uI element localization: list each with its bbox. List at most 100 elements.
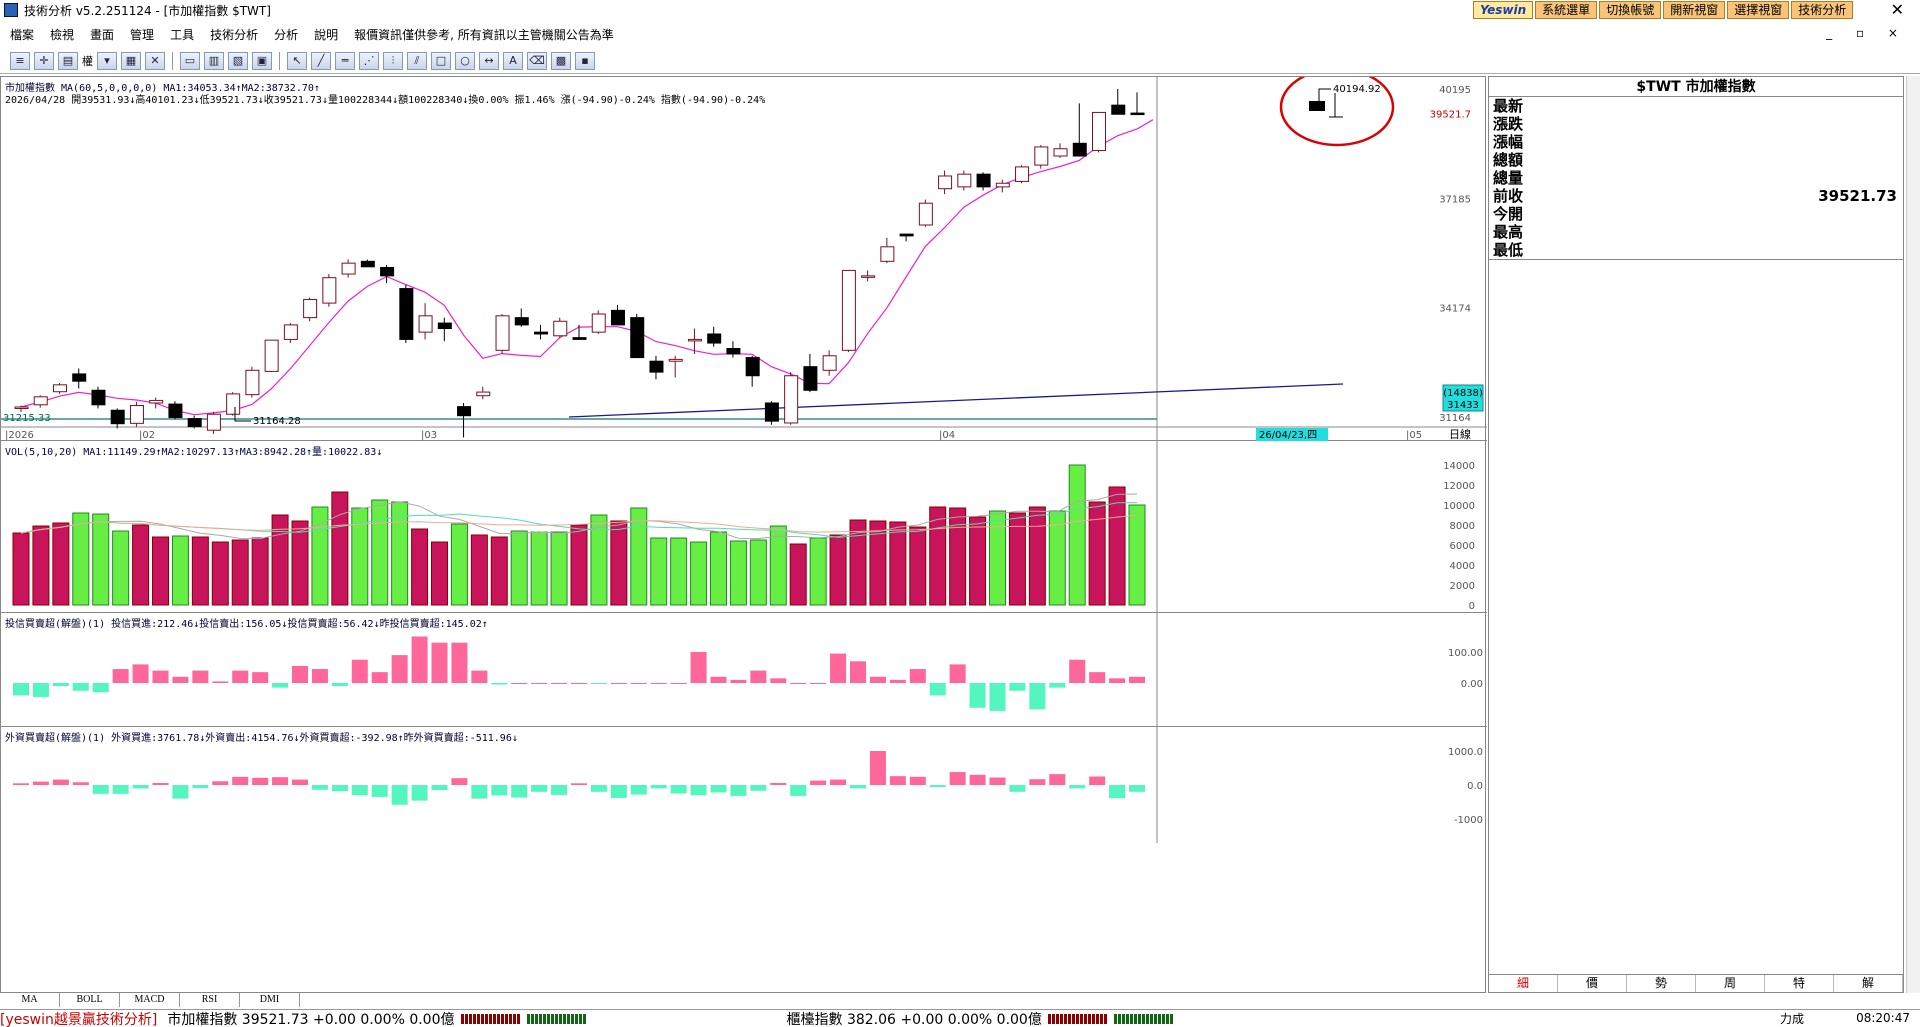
menu-file[interactable]: 檔案 [10,27,35,42]
indicator-bar [471,785,488,799]
save-icon[interactable]: ▪ [575,51,595,70]
toolbar-separator [172,51,173,70]
technical-analysis-button[interactable]: 技術分析 [1791,1,1854,19]
period-label: 日線 [1449,427,1471,441]
window-icon[interactable]: ▣ [252,51,272,70]
menu-analysis[interactable]: 分析 [274,27,299,42]
menu-manage[interactable]: 管理 [130,27,155,42]
candle-body [245,369,260,396]
draw-cursor-icon[interactable]: ↖ [287,51,307,70]
vol-tick-label: 14000 [1443,461,1475,472]
vertical-scrollbar[interactable] [1906,76,1920,993]
volume-pane[interactable]: 14000 12000 10000 8000 6000 4000 2000 0 VOL(5,1… [1,441,1487,613]
text-icon[interactable]: A [503,51,523,70]
indicator-bar [590,785,607,792]
indicator-bar [1009,785,1026,792]
menu-technical[interactable]: 技術分析 [210,27,259,42]
tab-ma[interactable]: MA [0,993,60,1007]
arrow-icon[interactable]: ↔ [479,51,499,70]
tab-price[interactable]: 價 [1558,975,1627,992]
price-pane[interactable]: 40195 39521.7 37185 34174 31164 (14838) 31433 |… [1,67,1487,441]
close-icon[interactable]: ✕ [1890,0,1904,19]
cancel-icon[interactable]: ✕ [145,51,165,70]
chart-type-icon[interactable]: ▭ [180,51,200,70]
date-tick-label: |2026 [5,430,34,441]
indicator-bar [590,683,607,684]
quote-divider [1489,259,1903,260]
candle-body [495,315,510,351]
indicator-bar [710,785,727,793]
volume-bar [710,531,727,606]
fan-icon[interactable]: ⋰ [359,51,379,70]
foreign-pane[interactable]: 1000.0 0.0 -1000 外資買賣超(解盤)(1) 外資買進:3761.78… [1,727,1487,843]
indicator-bar [770,782,787,785]
candle-body [187,418,202,428]
layout-icon[interactable]: ▤ [58,51,78,70]
channel-icon[interactable]: ⫽ [407,51,427,70]
switch-account-button[interactable]: 切換帳號 [1599,1,1662,19]
system-menu-button[interactable]: 系統選單 [1535,1,1598,19]
indicator-bar [172,676,189,683]
menu-help[interactable]: 說明 [314,27,339,42]
adjust-dropdown-icon[interactable]: ▾ [97,51,117,70]
trendline-icon[interactable]: ╱ [311,51,331,70]
chart-settings-icon[interactable]: ≡ [10,51,30,70]
candle-body [322,277,337,304]
fibonacci-icon[interactable]: ⫶ [383,51,403,70]
tab-macd[interactable]: MACD [120,993,180,1007]
volume-chart[interactable]: 14000 12000 10000 8000 6000 4000 2000 0 [1,441,1487,613]
quote-label: 漲跌 [1493,115,1524,133]
palette-icon[interactable]: ▩ [551,51,571,70]
tab-special[interactable]: 特 [1765,975,1834,992]
volume-bar [1048,510,1066,606]
trust-pane[interactable]: 100.00 0.00 投信買賣超(解盤)(1) 投信買進:212.46↓投信賣出… [1,613,1487,729]
select-window-button[interactable]: 選擇視窗 [1727,1,1790,19]
foreign-chart[interactable]: 1000.0 0.0 -1000 [1,727,1487,843]
tab-week[interactable]: 周 [1696,975,1765,992]
tab-analysis[interactable]: 解 [1834,975,1903,992]
price-chart[interactable]: 40195 39521.7 37185 34174 31164 (14838)31433 |… [1,67,1487,441]
candle-body [1053,148,1068,157]
tab-trend[interactable]: 勢 [1627,975,1696,992]
crosshair-icon[interactable]: ✛ [34,51,54,70]
menu-view[interactable]: 檢視 [50,27,75,42]
window-title: 技術分析 v5.2.251124 - [市加權指數 $TWT] [24,3,271,18]
otc-status: 櫃檯指數 382.06 +0.00 0.00% 0.00億 [786,1011,1042,1027]
candle-icon[interactable]: ▥ [204,51,224,70]
tab-detail[interactable]: 細 [1489,975,1558,992]
candle-body [418,315,433,333]
rectangle-icon[interactable]: □ [431,51,451,70]
tab-boll[interactable]: BOLL [60,993,120,1007]
title-bar: 技術分析 v5.2.251124 - [市加權指數 $TWT] Yeswin 系… [0,0,1920,20]
price-info-line-1: 市加權指數 MA(60,5,0,0,0,0) MA1:34053.34↑MA2:… [5,83,320,94]
ellipse-icon[interactable]: ○ [455,51,475,70]
trust-chart[interactable]: 100.00 0.00 [1,613,1487,729]
menu-screen[interactable]: 畫面 [90,27,115,42]
indicator-tick-label: 0.00 [1461,679,1483,690]
bar-chart-icon[interactable]: ▧ [228,51,248,70]
tab-dmi[interactable]: DMI [240,993,300,1007]
grid-icon[interactable]: ▦ [121,51,141,70]
candle-body [380,267,395,277]
indicator-bar [810,780,827,785]
adjust-label[interactable]: 權 [82,54,93,68]
volume-bar [32,525,50,606]
quote-label: 今開 [1493,205,1524,223]
indicator-bar [1109,785,1126,799]
mdi-window-controls[interactable]: _ ▫ × [1826,26,1908,40]
indicator-bar [730,679,747,683]
taiex-down-bars [526,1013,587,1024]
candle-body [841,269,856,351]
new-window-button[interactable]: 開新視窗 [1663,1,1726,19]
yeswin-button[interactable]: Yeswin [1473,1,1534,19]
candle-body [880,246,895,262]
indicator-bar [52,779,69,785]
menu-tools[interactable]: 工具 [170,27,195,42]
toolbar: ≡ ✛ ▤ 權 ▾ ▦ ✕ ▭ ▥ ▧ ▣ ↖ ╱ ═ ⋰ ⫶ ⫽ □ ○ ↔ … [0,48,1920,74]
indicator-tabs: MA BOLL MACD RSI DMI [0,993,1486,1007]
tab-rsi[interactable]: RSI [180,993,240,1007]
eraser-icon[interactable]: ⌫ [527,51,547,70]
candle-body [591,313,606,333]
horizontal-line-icon[interactable]: ═ [335,51,355,70]
chart-area[interactable]: 40195 39521.7 37185 34174 31164 (14838) 31433 |… [0,67,1487,993]
